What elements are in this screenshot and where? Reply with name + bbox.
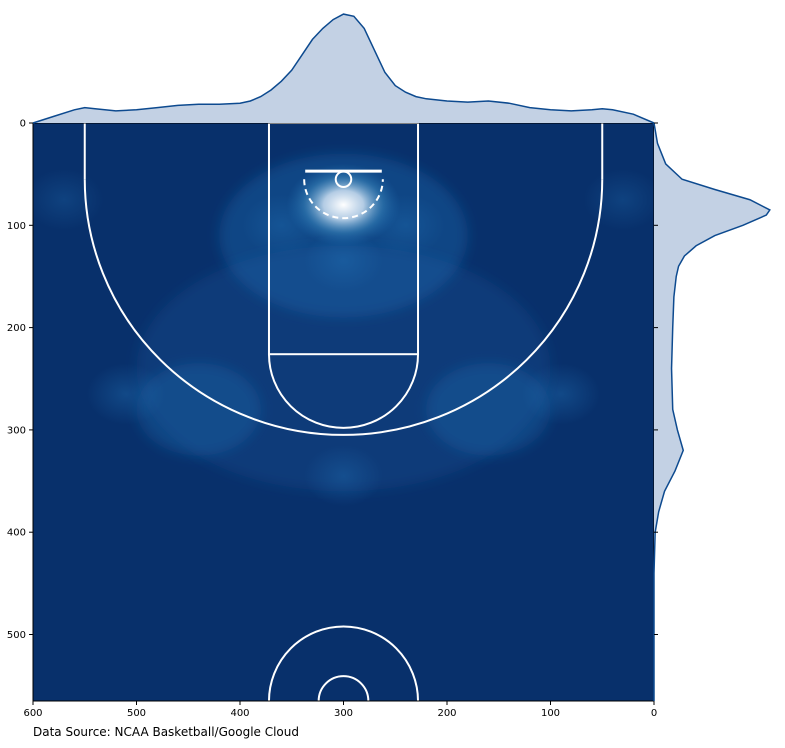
marginal-x-density xyxy=(32,13,655,124)
density-hotspot xyxy=(583,169,654,231)
y-tick-label: 200 xyxy=(7,323,26,334)
x-tick-label: 600 xyxy=(23,708,42,719)
rim xyxy=(334,170,353,189)
y-tick-label: 500 xyxy=(7,630,26,641)
data-source-caption: Data Source: NCAA Basketball/Google Clou… xyxy=(33,725,299,739)
density-hotspot xyxy=(304,445,383,507)
free-throw-circle xyxy=(267,354,420,429)
density-hotspot xyxy=(304,230,383,292)
axes: 600 500 400 300 200 100 0 0 100 200 300 400 500 xyxy=(7,119,658,719)
density-region xyxy=(426,363,551,456)
y-tick-label: 400 xyxy=(7,528,26,539)
three-point-arc xyxy=(83,179,604,436)
density-hotspot xyxy=(366,194,445,256)
density-region xyxy=(136,363,261,456)
restricted-area-arc xyxy=(303,179,384,220)
x-tick-label: 400 xyxy=(230,708,249,719)
x-tick-label: 100 xyxy=(541,708,560,719)
marginal-x-fill xyxy=(33,14,654,124)
marginal-y-line xyxy=(653,122,771,701)
marginal-y-density xyxy=(653,122,771,701)
marginal-x-line xyxy=(32,13,655,124)
x-tick-label: 200 xyxy=(437,708,456,719)
y-tick-label: 300 xyxy=(7,425,26,436)
density-hotspot xyxy=(521,363,601,425)
free-throw-lane xyxy=(267,123,420,356)
x-tick-label: 300 xyxy=(334,708,353,719)
x-tick-label: 0 xyxy=(651,708,657,719)
density-hotspot xyxy=(33,169,104,231)
density-layer xyxy=(33,153,654,507)
marginal-y-fill xyxy=(654,123,770,701)
x-tick-label: 500 xyxy=(127,708,146,719)
density-hotspot xyxy=(86,363,166,425)
y-tick-label: 0 xyxy=(20,119,26,130)
court-lines xyxy=(83,123,604,701)
y-tick-label: 100 xyxy=(7,221,26,232)
density-hotspot xyxy=(242,194,321,256)
